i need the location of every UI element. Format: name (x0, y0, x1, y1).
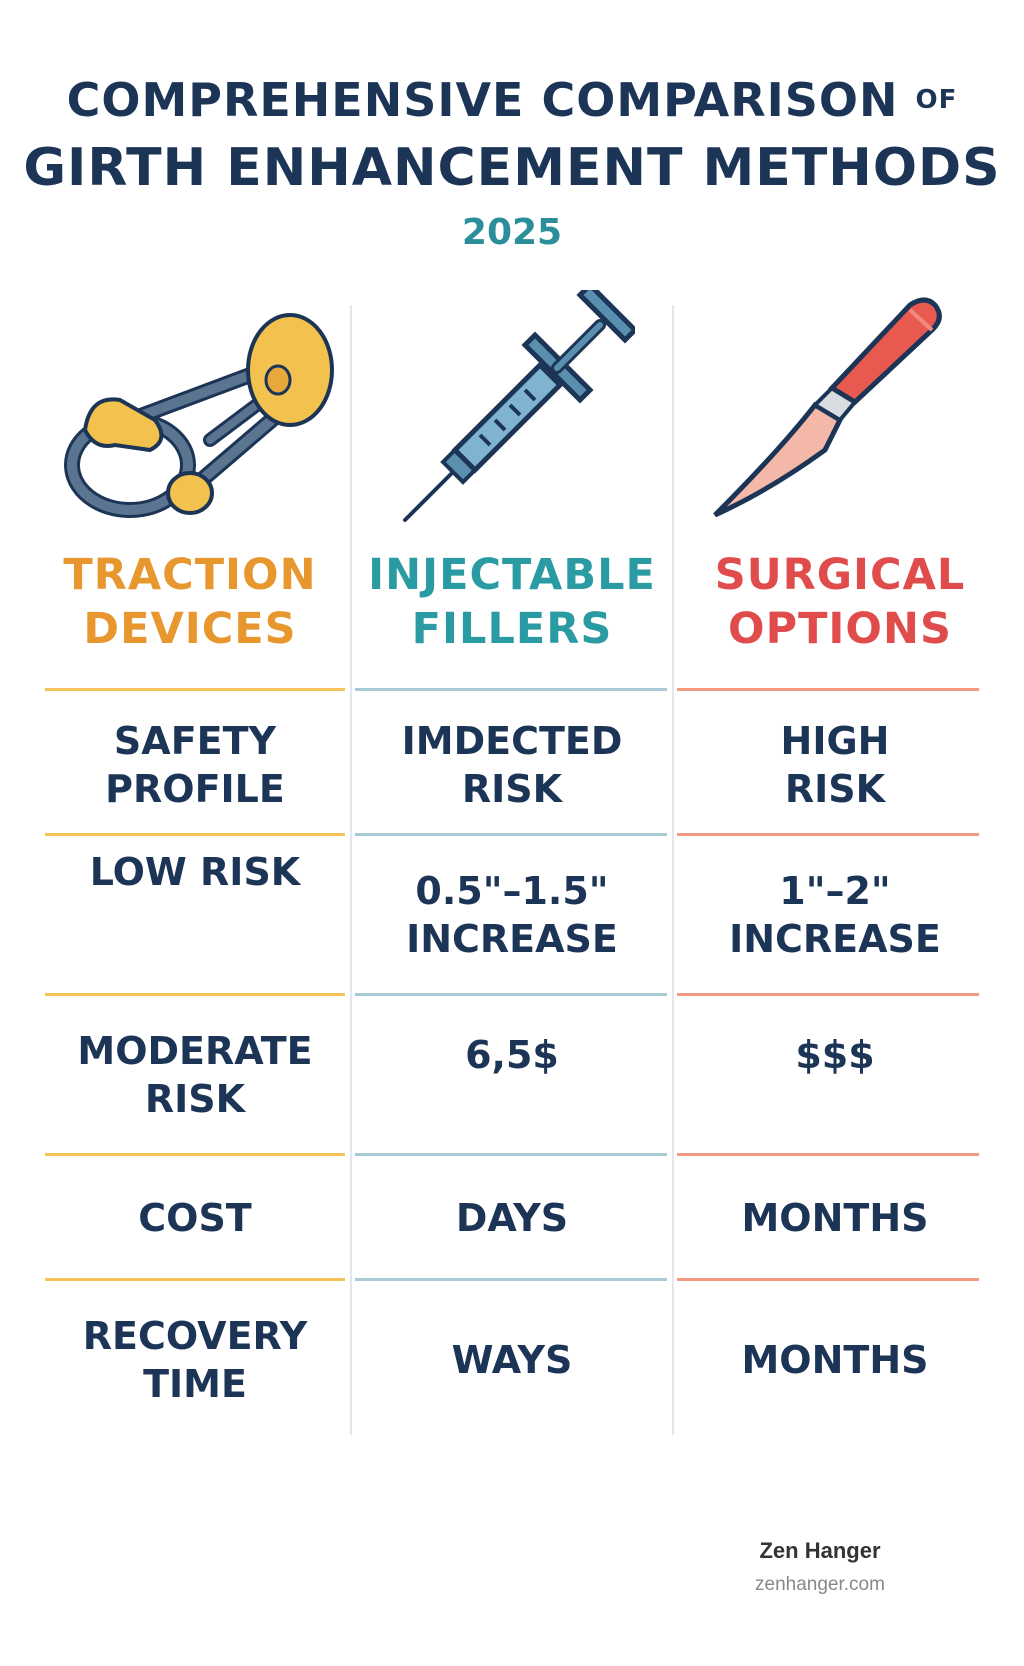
cell-text: TIME (143, 1362, 247, 1406)
row-divider (355, 993, 667, 996)
table-cell: 0.5"–1.5" INCREASE (362, 840, 662, 990)
cell-text: MODERATE (77, 1029, 313, 1073)
cell-text: RISK (461, 767, 563, 811)
cell-text: HIGH (780, 719, 890, 763)
brand-name: Zen Hanger (759, 1538, 881, 1563)
cell-text: SAFETY (113, 719, 277, 763)
cell-text: RECOVERY (82, 1314, 308, 1358)
cell-text: DAYS (455, 1195, 569, 1240)
column-header-traction-line1: TRACTION (63, 550, 317, 600)
cell-text: RISK (784, 767, 886, 811)
row-divider (45, 833, 345, 836)
row-divider (355, 688, 667, 691)
row-divider (677, 1278, 979, 1281)
cell-text: 6,5$ (465, 1033, 559, 1077)
column-header-injectable: INJECTABLE FILLERS (362, 548, 662, 656)
traction-device-icon (64, 313, 334, 518)
cell-text: 0.5"–1.5" (415, 869, 609, 913)
row-divider (355, 1153, 667, 1156)
row-divider (355, 1278, 667, 1281)
table-cell: WAYS (362, 1290, 662, 1430)
cell-text: INCREASE (406, 917, 618, 961)
syringe-icon (403, 290, 635, 522)
row-divider (355, 833, 667, 836)
scalpel-icon (713, 297, 942, 518)
title-of-text: OF (915, 85, 958, 115)
cell-text: LOW RISK (89, 850, 301, 894)
cell-text: IMDECTED (401, 719, 623, 763)
row-divider (677, 1153, 979, 1156)
cell-text: $$$ (795, 1033, 875, 1077)
column-divider (672, 305, 674, 1435)
brand-url[interactable]: zenhanger.com (755, 1574, 885, 1595)
title-line-2: GIRTH ENHANCEMENT METHODS (23, 138, 1001, 198)
row-divider (45, 1153, 345, 1156)
column-header-traction: TRACTION DEVICES (40, 548, 340, 656)
table-cell: LOW RISK (45, 840, 345, 958)
table-cell: 1"–2" INCREASE (685, 840, 985, 990)
cell-text: MONTHS (741, 1338, 929, 1382)
row-divider (45, 993, 345, 996)
title-line-1: COMPREHENSIVE COMPARISON OF (0, 72, 1024, 128)
cell-text: PROFILE (105, 767, 285, 811)
column-header-surgical: SURGICAL OPTIONS (690, 548, 990, 656)
column-header-surgical-line2: OPTIONS (728, 604, 952, 654)
column-header-injectable-line1: INJECTABLE (368, 550, 656, 600)
table-cell: $$$ (685, 1000, 985, 1110)
cell-text: WAYS (451, 1338, 573, 1382)
row-divider (45, 688, 345, 691)
table-cell: IMDECTED RISK (362, 700, 662, 830)
table-cell: MONTHS (685, 1160, 985, 1275)
table-cell: HIGH RISK (685, 700, 985, 830)
year-label: 2025 (461, 212, 563, 253)
column-divider (350, 305, 352, 1435)
cell-text: RISK (144, 1077, 246, 1121)
column-header-injectable-line2: FILLERS (411, 604, 613, 654)
table-cell: DAYS (362, 1160, 662, 1275)
table-cell: MONTHS (685, 1290, 985, 1430)
cell-text: COST (138, 1195, 252, 1240)
table-cell: 6,5$ (362, 1000, 662, 1110)
row-divider (677, 833, 979, 836)
row-divider (677, 688, 979, 691)
row-divider (677, 993, 979, 996)
table-cell: COST (45, 1160, 345, 1275)
cell-text: 1"–2" (779, 869, 891, 913)
row-divider (45, 1278, 345, 1281)
cell-text: MONTHS (741, 1195, 929, 1240)
cell-text: INCREASE (729, 917, 941, 961)
title-line-1-text: COMPREHENSIVE COMPARISON (66, 73, 899, 127)
column-header-traction-line2: DEVICES (83, 604, 297, 654)
column-header-surgical-line1: SURGICAL (714, 550, 966, 600)
table-cell: MODERATE RISK (45, 1000, 345, 1150)
table-cell: SAFETY PROFILE (45, 700, 345, 830)
table-cell: RECOVERY TIME (45, 1290, 345, 1430)
